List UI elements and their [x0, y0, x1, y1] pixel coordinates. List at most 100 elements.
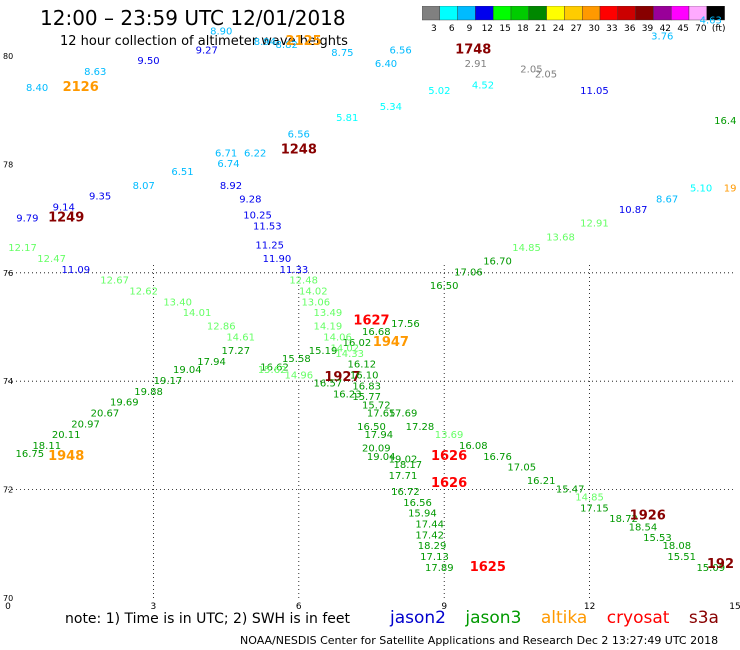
wave-height-point: 13.69 [435, 430, 464, 441]
colorbar-label: 3 [431, 24, 437, 34]
wave-height-point: 14.85 [575, 492, 604, 503]
footnote: note: 1) Time is in UTC; 2) SWH is in fe… [65, 611, 351, 627]
legend-jason3: jason3 [465, 608, 522, 628]
wave-height-point: 14.02 [331, 343, 360, 354]
legend-cryosat: cryosat [606, 608, 670, 628]
wave-height-point: 16.76 [483, 452, 512, 463]
wave-height-point: 19.17 [154, 376, 183, 387]
wave-height-point: 17.71 [389, 471, 418, 482]
wave-height-point: 11.90 [263, 254, 292, 265]
wave-height-point: 17.42 [415, 530, 444, 541]
wave-height-point: 15.51 [667, 552, 696, 563]
wave-height-point: 1626 [431, 449, 467, 464]
wave-height-point: 13.40 [163, 297, 192, 308]
satellite-legend: jason2 jason3 altika cryosat s3a [390, 608, 733, 628]
wave-height-point: 19.88 [134, 387, 163, 398]
y-tick-label: 80 [3, 52, 13, 61]
wave-height-point: 16.83 [352, 381, 381, 392]
wave-height-point: 8.82 [276, 40, 298, 51]
wave-height-point: 18.72 [609, 514, 638, 525]
wave-height-point: 16.75 [15, 449, 44, 460]
wave-height-point: 2.91 [465, 59, 487, 70]
y-tick-label: 72 [3, 486, 13, 495]
wave-height-point: 14.02 [299, 286, 328, 297]
color-scale-legend: 3 6 9 12 15 18 21 24 27 30 33 36 39 42 45 70 (ft) [422, 6, 725, 34]
wave-height-point: 14.06 [323, 333, 352, 344]
wave-height-point: 8.67 [656, 194, 678, 205]
wave-height-point: 17.13 [420, 552, 449, 563]
wave-height-point: 8.40 [26, 83, 48, 94]
wave-height-point: 14.61 [226, 333, 255, 344]
x-tick-label: 0 [5, 602, 11, 610]
wave-height-point: 1627 [353, 313, 389, 328]
wave-height-point: 11.09 [62, 265, 91, 276]
legend-jason2: jason2 [390, 608, 446, 628]
wave-height-point: 10.25 [243, 211, 272, 222]
wave-height-point: 192 [707, 557, 734, 572]
colorbar-label: 70 [695, 24, 707, 34]
wave-height-point: 16.62 [260, 362, 289, 373]
wave-height-point: 11.25 [255, 240, 284, 251]
wave-height-point: 17.27 [221, 346, 250, 357]
chart-subtitle: 12 hour collection of altimeter wave hei… [60, 34, 348, 49]
x-tick-label: 6 [296, 602, 302, 610]
wave-height-point: 16.08 [459, 441, 488, 452]
wave-height-point: 10.87 [619, 205, 648, 216]
wave-height-point: 17.05 [507, 463, 536, 474]
wave-height-point: 15.77 [352, 392, 381, 403]
colorbar-label: 15 [499, 24, 510, 34]
wave-height-point: 18.08 [663, 541, 692, 552]
wave-height-point: 19.04 [173, 365, 202, 376]
wave-height-point: 9.14 [53, 202, 75, 213]
wave-height-point: 20.97 [71, 419, 100, 430]
wave-height-point: 14.19 [314, 322, 343, 333]
wave-height-point: 3.76 [651, 32, 673, 43]
x-tick-label: 9 [441, 602, 447, 610]
wave-height-point: 12.67 [100, 276, 129, 287]
wave-height-point: 9.28 [239, 194, 261, 205]
x-tick-label: 12 [584, 602, 595, 610]
wave-height-point: 1947 [373, 335, 409, 350]
x-tick-label: 15 [729, 602, 740, 610]
wave-height-point: 13.49 [314, 308, 343, 319]
wave-height-point: 16.68 [362, 327, 391, 338]
wave-height-point: 17.89 [425, 563, 454, 574]
wave-height-point: 13.06 [301, 297, 330, 308]
wave-height-point: 1249 [48, 210, 84, 225]
colorbar-label: 18 [517, 24, 529, 34]
wave-height-point: 8.92 [220, 181, 242, 192]
y-tick-label: 74 [3, 377, 13, 386]
colorbar-label: 39 [642, 24, 654, 34]
colorbar-label: 30 [588, 24, 600, 34]
wave-height-point: 4.63 [700, 15, 722, 26]
wave-height-point: 15.62 [258, 365, 287, 376]
wave-height-point: 16.50 [357, 422, 386, 433]
wave-height-point: 15.47 [556, 484, 585, 495]
wave-height-point: 9.50 [137, 56, 159, 67]
wave-height-point: 6.51 [171, 167, 193, 178]
wave-height-point: 13.68 [546, 232, 575, 243]
wave-height-point: 19 [724, 184, 737, 195]
wave-height-point: 15.53 [643, 533, 672, 544]
wave-height-point: 16.02 [343, 338, 372, 349]
wave-height-point: 16.72 [391, 487, 420, 498]
wave-height-point: 18.29 [418, 541, 447, 552]
wave-height-point: 15.09 [696, 563, 725, 574]
wave-height-point: 2.05 [535, 70, 557, 81]
wave-height-point: 18.17 [394, 460, 423, 471]
wave-height-point: 6.22 [244, 148, 266, 159]
colorbar-label: 42 [660, 24, 671, 34]
wave-height-point: 6.71 [215, 148, 237, 159]
wave-height-point: 14.96 [284, 370, 313, 381]
wave-height-point: 12.86 [207, 322, 236, 333]
wave-height-point: 15.94 [408, 509, 437, 520]
wave-height-point: 15.19 [309, 346, 338, 357]
wave-height-point: 8.94 [254, 37, 276, 48]
chart-title: 12:00 – 23:59 UTC 12/01/2018 [40, 6, 346, 30]
colorbar-label: 33 [606, 24, 617, 34]
wave-height-point: 18.54 [629, 522, 658, 533]
wave-height-point: 1748 [455, 42, 491, 57]
wave-height-point: 6.74 [217, 159, 239, 170]
wave-height-point: 16.21 [527, 476, 556, 487]
colorbar-label: 6 [449, 24, 455, 34]
